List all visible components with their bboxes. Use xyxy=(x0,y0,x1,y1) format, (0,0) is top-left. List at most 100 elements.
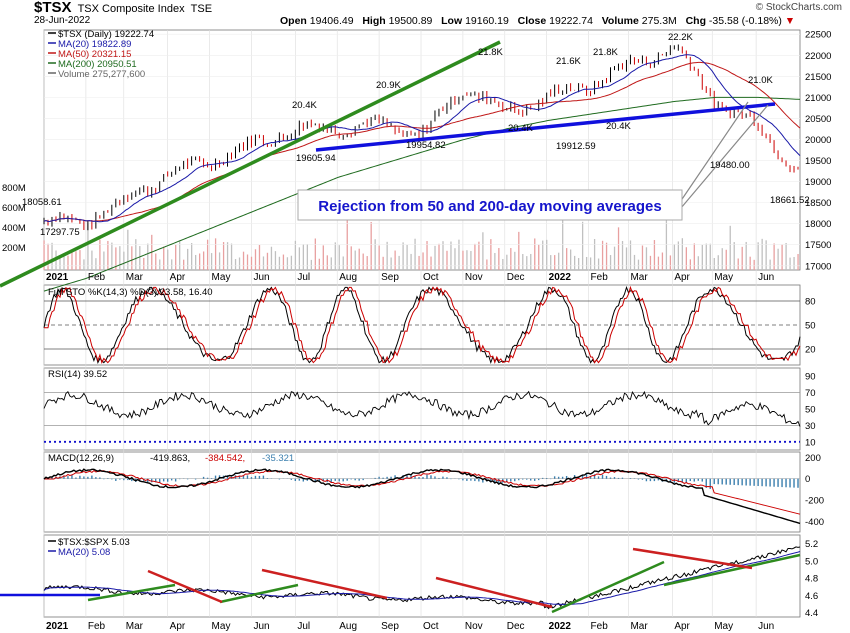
macd-legend-hist: -35.321 xyxy=(262,453,294,464)
volume-bar xyxy=(107,240,109,270)
volume-bar xyxy=(358,248,360,270)
volume-bar xyxy=(334,242,336,270)
macd-hist-bar xyxy=(494,478,496,484)
bottom-tick-label: Jun xyxy=(758,621,774,632)
volume-bar xyxy=(534,238,536,270)
macd-hist-bar xyxy=(705,478,707,488)
volume-bar xyxy=(194,254,197,270)
x-tick-label: Mar xyxy=(126,272,144,283)
price-annotation: 19912.59 xyxy=(556,141,596,152)
volume-bar xyxy=(526,256,528,270)
close-label: Close xyxy=(517,15,547,27)
ratio-trendline xyxy=(87,583,176,602)
macd-hist-bar xyxy=(717,478,719,485)
macd-hist-bar xyxy=(689,478,691,482)
volume-bar xyxy=(51,242,53,270)
volume-bar xyxy=(143,257,145,270)
legend-entry: MA(20) 19822.89 xyxy=(58,39,131,50)
volume-bar xyxy=(103,251,105,270)
x-tick-label: Feb xyxy=(88,272,106,283)
macd-hist-bar xyxy=(123,478,125,481)
macd-hist-bar xyxy=(262,475,265,479)
ma20-line xyxy=(43,54,801,223)
volume-bar xyxy=(697,256,699,270)
macd-hist-bar xyxy=(406,475,408,479)
volume-bar xyxy=(274,251,277,270)
volume-bar xyxy=(147,243,149,270)
volume-value: 275.3M xyxy=(641,15,677,27)
volume-bar xyxy=(406,244,408,270)
volume-bar xyxy=(733,242,735,270)
volume-bar xyxy=(566,248,568,270)
panel-frame-rsi xyxy=(43,367,801,451)
volume-bar xyxy=(753,259,755,270)
macd-hist-bar xyxy=(613,477,616,479)
callout-pointer xyxy=(680,104,769,209)
macd-hist-bar xyxy=(410,475,412,479)
macd-hist-bar xyxy=(446,477,448,479)
price-tick-label: 20000 xyxy=(805,135,831,146)
macd-hist-bar xyxy=(174,478,177,482)
volume-bar xyxy=(43,240,45,270)
x-tick-label: Apr xyxy=(170,272,186,283)
volume-bar xyxy=(434,245,436,270)
macd-line xyxy=(43,468,801,525)
volume-bar xyxy=(430,256,432,270)
bottom-tick-label: Aug xyxy=(339,621,357,632)
macd-hist-bar xyxy=(298,478,301,481)
volume-bar xyxy=(123,251,125,270)
volume-bar xyxy=(749,256,751,270)
volume-bar xyxy=(318,258,320,270)
volume-bar xyxy=(514,251,516,270)
macd-hist-bar xyxy=(518,478,520,481)
macd-hist-bar xyxy=(589,476,592,479)
volume-bar xyxy=(689,259,691,270)
macd-hist-bar xyxy=(378,476,380,479)
volume-bar xyxy=(546,239,548,270)
copyright: © StockCharts.com xyxy=(755,2,842,13)
volume-bar xyxy=(246,254,249,270)
macd-hist-bar xyxy=(218,475,221,479)
macd-hist-bar xyxy=(186,478,189,480)
volume-bar xyxy=(206,239,209,270)
macd-hist-bar xyxy=(362,478,364,481)
macd-hist-bar xyxy=(334,478,336,481)
volume-bar xyxy=(119,246,121,270)
volume-bar xyxy=(302,244,305,270)
macd-hist-bar xyxy=(119,478,121,480)
macd-hist-bar xyxy=(266,478,269,479)
macd-hist-bar xyxy=(75,477,77,479)
volume-bar xyxy=(131,246,133,270)
macd-hist-bar xyxy=(565,476,568,479)
macd-legend-value: -419.863, xyxy=(150,453,190,464)
volume-bar xyxy=(75,251,77,270)
volume-bar xyxy=(191,243,193,270)
x-tick-label: Jun xyxy=(253,272,269,283)
volume-bar xyxy=(238,257,241,270)
volume-bar xyxy=(562,213,564,270)
bottom-tick-label: Jul xyxy=(297,621,310,632)
ratio-legend: $TSX:$SPX 5.03 xyxy=(58,537,130,548)
volume-bar xyxy=(354,250,356,270)
volume-bar xyxy=(254,249,257,270)
volume-bar xyxy=(175,244,177,270)
price-annotation: 20.9K xyxy=(376,80,401,91)
volume-bar xyxy=(242,251,245,270)
macd-hist-bar xyxy=(482,478,484,483)
x-tick-label: 2022 xyxy=(549,272,572,283)
macd-hist-bar xyxy=(753,478,755,486)
volume-bar xyxy=(426,241,428,270)
rsi-tick-label: 50 xyxy=(805,405,816,416)
volume-bar xyxy=(482,232,484,270)
macd-hist-bar xyxy=(498,478,500,483)
volume-bar xyxy=(71,250,73,270)
macd-hist-bar xyxy=(581,474,584,479)
volume-bar xyxy=(601,240,604,270)
volume-tick-label: 600M xyxy=(2,203,26,214)
macd-hist-bar xyxy=(202,476,205,479)
volume-bar xyxy=(554,255,556,270)
macd-hist-bar xyxy=(605,475,608,479)
macd-hist-bar xyxy=(530,478,532,481)
price-tick-label: 20500 xyxy=(805,114,831,125)
volume-bar xyxy=(115,247,117,270)
